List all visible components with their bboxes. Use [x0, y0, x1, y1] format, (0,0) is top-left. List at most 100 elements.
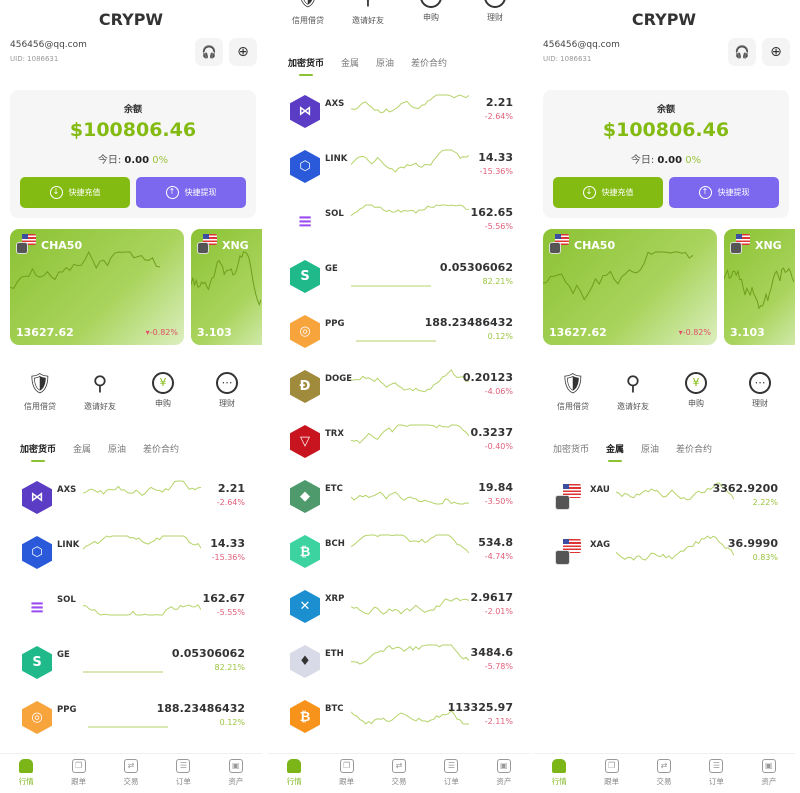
market-row[interactable]: ✕ XRP 2.9617 -2.01%: [268, 579, 530, 634]
market-row[interactable]: ≡ SOL 162.67 -5.55%: [0, 580, 262, 635]
market-row[interactable]: ◆ ETC 19.84 -3.50%: [268, 469, 530, 524]
us-flag-icon: [563, 484, 581, 498]
featured-card[interactable]: CHA50 13627.62 ▾-0.82%: [10, 229, 184, 345]
tab-4[interactable]: 差价合约: [143, 445, 180, 455]
shortcut-4[interactable]: ⋯ 理财: [730, 368, 790, 409]
nav-label: 行情: [286, 777, 302, 786]
exchange-icon: ⇄: [124, 759, 139, 773]
sparkline: [83, 604, 201, 616]
nav-2[interactable]: ❐ 跟单: [320, 754, 372, 793]
tab-2[interactable]: 金属: [606, 442, 624, 462]
flag-icon: [730, 234, 750, 254]
shortcut-2[interactable]: ⚲ 邀请好友: [338, 0, 398, 26]
sparkline: [83, 535, 201, 550]
shortcut-2[interactable]: ⚲ 邀请好友: [70, 368, 130, 412]
market-row[interactable]: ♦ ETH 3484.6 -5.78%: [268, 634, 530, 689]
sparkline-path: [616, 482, 734, 501]
market-row[interactable]: ◎ PPG 188.23486432 0.12%: [268, 304, 530, 359]
nav-5[interactable]: ▣ 资产: [210, 754, 262, 793]
tab-4[interactable]: 差价合约: [411, 59, 448, 69]
upload-icon: ↑: [698, 186, 712, 199]
support-button[interactable]: 🎧: [195, 38, 223, 66]
withdraw-button[interactable]: ↑ 快捷提现: [669, 177, 779, 208]
shortcut-4[interactable]: ⋯ 理财: [465, 0, 525, 23]
shortcut-2[interactable]: ⚲ 邀请好友: [603, 368, 663, 412]
price: 0.05306062: [439, 261, 513, 274]
tab-3[interactable]: 原油: [108, 445, 127, 455]
tab-2[interactable]: 金属: [73, 445, 92, 455]
market-row[interactable]: XAG 36.9990 0.83%: [533, 525, 795, 580]
symbol: LINK: [57, 540, 80, 550]
support-button[interactable]: 🎧: [728, 38, 756, 66]
deposit-button[interactable]: ↓ 快捷充值: [553, 177, 663, 208]
market-row[interactable]: ⋈ AXS 2.21 -2.64%: [0, 470, 262, 525]
shortcut-3[interactable]: ¥ 申购: [401, 0, 461, 23]
market-row[interactable]: S GE 0.05306062 82.21%: [268, 249, 530, 304]
withdraw-button[interactable]: ↑ 快捷提现: [136, 177, 246, 208]
nav-label: 交易: [123, 777, 139, 786]
today-value: 0.00: [124, 155, 150, 166]
market-row[interactable]: ▽ TRX 0.3237 -0.40%: [268, 414, 530, 469]
nav-4[interactable]: ☰ 订单: [690, 754, 742, 793]
market-row[interactable]: ≡ SOL 162.65 -5.56%: [268, 194, 530, 249]
nav-1[interactable]: 行情: [0, 754, 52, 793]
market-row[interactable]: ⋈ AXS 2.21 -2.64%: [268, 84, 530, 139]
featured-card[interactable]: XNG 3.103: [724, 229, 795, 345]
nav-4[interactable]: ☰ 订单: [425, 754, 477, 793]
deposit-button[interactable]: ↓ 快捷充值: [20, 177, 130, 208]
market-row[interactable]: XAU 3362.9200 2.22%: [533, 470, 795, 525]
tab-4[interactable]: 差价合约: [676, 445, 713, 455]
featured-card[interactable]: CHA50 13627.62 ▾-0.82%: [543, 229, 717, 345]
market-row[interactable]: ₿ BCH 534.8 -4.74%: [268, 524, 530, 579]
price: 2.21: [217, 482, 245, 495]
sparkline: [351, 644, 469, 665]
shortcut-1[interactable]: 🛡 信用借贷: [543, 368, 603, 412]
market-row[interactable]: Ð DOGE 0.20123 -4.06%: [268, 359, 530, 414]
tab-3[interactable]: 原油: [641, 445, 660, 455]
tab-2[interactable]: 金属: [341, 59, 360, 69]
nav-5[interactable]: ▣ 资产: [743, 754, 795, 793]
shortcut-label: 申购: [423, 13, 439, 22]
nav-2[interactable]: ❐ 跟单: [585, 754, 637, 793]
market-row[interactable]: ◎ PPG 188.23486432 0.12%: [0, 690, 262, 745]
shortcut-4[interactable]: ⋯ 理财: [197, 368, 257, 409]
us-flag-icon: [555, 234, 569, 245]
tab-1[interactable]: 加密货币: [553, 445, 590, 455]
featured-price: 3.103: [730, 326, 765, 339]
shortcut-3[interactable]: ¥ 申购: [133, 368, 193, 409]
tab-1[interactable]: 加密货币: [288, 56, 324, 76]
nav-label: 订单: [708, 777, 724, 786]
shortcut-1[interactable]: 🛡 信用借贷: [10, 368, 70, 412]
shortcut-3[interactable]: ¥ 申购: [666, 368, 726, 409]
shortcut-1[interactable]: 🛡 信用借贷: [278, 0, 338, 26]
sparkline: [351, 491, 469, 505]
language-button[interactable]: ⊕: [229, 38, 257, 66]
sparkline: [724, 267, 794, 310]
market-row[interactable]: ⬡ LINK 14.33 -15.36%: [0, 525, 262, 580]
sparkline: [543, 251, 693, 301]
nav-label: 资产: [228, 777, 244, 786]
symbol: DOGE: [325, 374, 353, 384]
sparkline: [351, 369, 469, 393]
nav-1[interactable]: 行情: [533, 754, 585, 793]
market-row[interactable]: ₿ BTC 113325.97 -2.11%: [268, 689, 530, 744]
change-percent: 0.12%: [487, 332, 513, 341]
nav-3[interactable]: ⇄ 交易: [373, 754, 425, 793]
featured-card[interactable]: XNG 3.103: [191, 229, 262, 345]
language-button[interactable]: ⊕: [762, 38, 790, 66]
nav-3[interactable]: ⇄ 交易: [638, 754, 690, 793]
nav-2[interactable]: ❐ 跟单: [52, 754, 104, 793]
change-percent: -15.36%: [211, 553, 245, 562]
change-percent: 82.21%: [214, 663, 245, 672]
nav-label: 交易: [391, 777, 407, 786]
nav-label: 跟单: [604, 777, 620, 786]
nav-5[interactable]: ▣ 资产: [478, 754, 530, 793]
market-row[interactable]: S GE 0.05306062 82.21%: [0, 635, 262, 690]
sparkline: [351, 534, 469, 554]
tab-1[interactable]: 加密货币: [20, 442, 56, 462]
tab-3[interactable]: 原油: [376, 59, 395, 69]
nav-4[interactable]: ☰ 订单: [157, 754, 209, 793]
nav-1[interactable]: 行情: [268, 754, 320, 793]
nav-3[interactable]: ⇄ 交易: [105, 754, 157, 793]
market-row[interactable]: ⬡ LINK 14.33 -15.36%: [268, 139, 530, 194]
